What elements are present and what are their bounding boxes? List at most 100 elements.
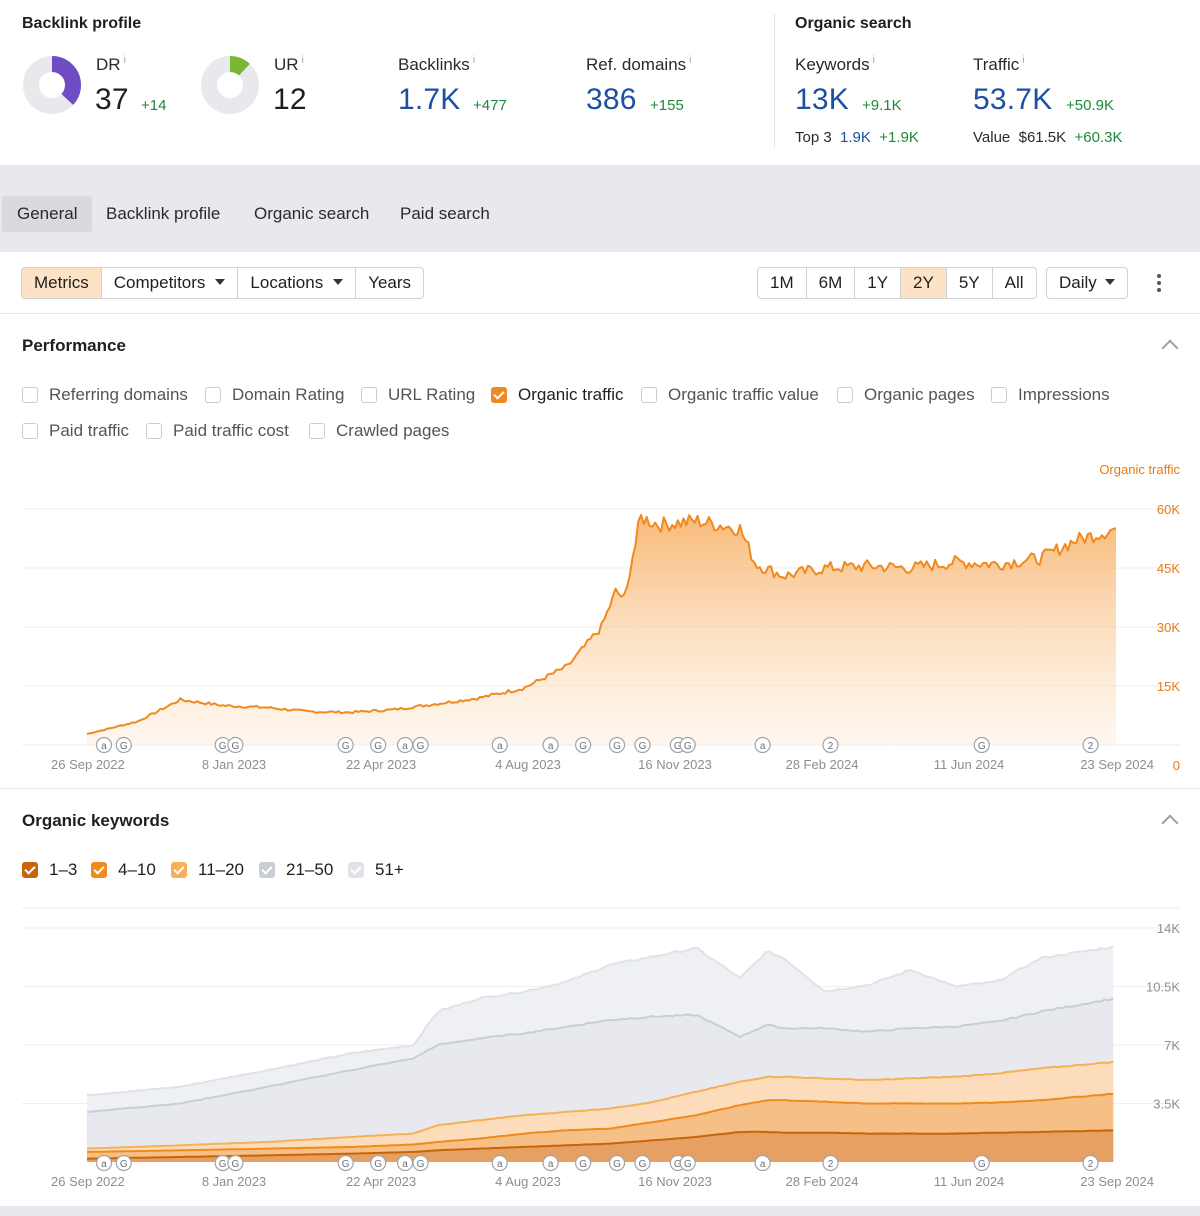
checkbox-checked-icon[interactable] [91, 862, 107, 878]
range-all-button[interactable]: All [1004, 273, 1024, 292]
info-icon[interactable]: i [123, 55, 126, 67]
ref-domains-value[interactable]: 386 [586, 83, 637, 116]
event-marker-icon[interactable]: 2 [1082, 1154, 1099, 1172]
event-marker-icon[interactable]: G [370, 1154, 387, 1172]
keywords-line-11-20[interactable] [86, 1060, 1114, 1150]
checkbox-unchecked-icon[interactable] [205, 387, 221, 403]
locations-dropdown[interactable]: Locations [238, 268, 357, 298]
range-1y-button[interactable]: 1Y [855, 268, 902, 298]
keywords-line-1-3[interactable] [87, 1129, 1114, 1160]
metric-checkbox-organic-traffic[interactable]: Organic traffic [491, 385, 624, 405]
metric-checkbox-paid-traffic[interactable]: Paid traffic [22, 421, 129, 441]
checkbox-unchecked-icon[interactable] [22, 423, 38, 439]
checkbox-checked-icon[interactable] [491, 387, 507, 403]
event-marker-icon[interactable]: G [973, 736, 990, 754]
organic-traffic-line[interactable] [86, 513, 1117, 735]
checkbox-checked-icon[interactable] [259, 862, 275, 878]
chevron-up-icon[interactable] [1161, 814, 1179, 832]
legend-item-11-20[interactable]: 11–20 [171, 860, 244, 880]
years-button[interactable]: Years [368, 273, 412, 292]
metric-checkbox-crawled-pages[interactable]: Crawled pages [309, 421, 449, 441]
keywords-line-21-50[interactable] [86, 997, 1114, 1113]
event-marker-icon[interactable]: G [227, 1154, 244, 1172]
event-marker-icon[interactable]: a [396, 1154, 414, 1172]
info-icon[interactable]: i [301, 55, 304, 67]
event-marker-icon[interactable]: a [95, 1154, 113, 1172]
event-marker-icon[interactable]: a [542, 1154, 559, 1172]
metric-checkbox-organic-pages[interactable]: Organic pages [837, 385, 975, 405]
metric-checkbox-referring-domains[interactable]: Referring domains [22, 385, 188, 405]
traffic-value[interactable]: 53.7K [973, 83, 1053, 116]
event-marker-icon[interactable]: G [575, 1154, 592, 1172]
event-marker-icon[interactable]: G [115, 1154, 132, 1172]
dr-label[interactable]: DR i [96, 55, 126, 74]
range-6m-button[interactable]: 6M [807, 268, 856, 298]
tab-backlink-profile[interactable]: Backlink profile [106, 204, 221, 223]
checkbox-unchecked-icon[interactable] [837, 387, 853, 403]
info-icon[interactable]: i [872, 55, 875, 67]
metric-checkbox-paid-traffic-cost[interactable]: Paid traffic cost [146, 421, 289, 441]
range-2y-button[interactable]: 2Y [901, 268, 947, 298]
event-marker-icon[interactable]: 2 [822, 736, 839, 754]
legend-item-51+[interactable]: 51+ [348, 860, 404, 880]
ref-domains-label[interactable]: Ref. domains i [586, 55, 692, 74]
keywords-label[interactable]: Keywords i [795, 55, 875, 74]
info-icon[interactable]: i [689, 55, 692, 67]
event-marker-icon[interactable]: G [412, 736, 429, 754]
event-marker-icon[interactable]: a [754, 736, 771, 754]
event-marker-icon[interactable]: a [491, 1154, 508, 1172]
checkbox-unchecked-icon[interactable] [309, 423, 325, 439]
ur-label[interactable]: UR i [274, 55, 304, 74]
granularity-value[interactable]: Daily [1047, 268, 1127, 298]
metric-checkbox-impressions[interactable]: Impressions [991, 385, 1110, 405]
event-marker-icon[interactable]: a [542, 736, 559, 754]
event-marker-icon[interactable]: G [679, 736, 696, 754]
checkbox-unchecked-icon[interactable] [22, 387, 38, 403]
event-marker-icon[interactable]: G [634, 1154, 651, 1172]
event-marker-icon[interactable]: a [491, 736, 508, 754]
range-5y-button[interactable]: 5Y [947, 268, 993, 298]
event-marker-icon[interactable]: G [227, 736, 244, 754]
checkbox-checked-icon[interactable] [171, 862, 187, 878]
checkbox-unchecked-icon[interactable] [641, 387, 657, 403]
checkbox-unchecked-icon[interactable] [146, 423, 162, 439]
event-marker-icon[interactable]: G [973, 1154, 990, 1172]
range-1m-button[interactable]: 1M [758, 268, 807, 298]
event-marker-icon[interactable]: G [115, 736, 132, 754]
tab-organic-search[interactable]: Organic search [254, 204, 370, 223]
event-marker-icon[interactable]: G [214, 1154, 231, 1172]
legend-item-4-10[interactable]: 4–10 [91, 860, 156, 880]
event-marker-icon[interactable]: G [337, 736, 354, 754]
chevron-up-icon[interactable] [1161, 339, 1179, 357]
keywords-value[interactable]: 13K [795, 83, 849, 116]
info-icon[interactable]: i [472, 55, 476, 67]
competitors-dropdown[interactable]: Competitors [102, 268, 239, 298]
metric-checkbox-url-rating[interactable]: URL Rating [361, 385, 475, 405]
traffic-label[interactable]: Traffic i [973, 55, 1025, 74]
backlinks-value[interactable]: 1.7K [398, 83, 461, 116]
event-marker-icon[interactable]: 2 [822, 1154, 839, 1172]
event-marker-icon[interactable]: G [608, 736, 626, 754]
metric-checkbox-organic-traffic-value[interactable]: Organic traffic value [641, 385, 819, 405]
event-marker-icon[interactable]: G [575, 736, 592, 754]
event-marker-icon[interactable]: G [370, 736, 387, 754]
checkbox-checked-icon[interactable] [22, 862, 38, 878]
event-marker-icon[interactable]: G [679, 1154, 696, 1172]
event-marker-icon[interactable]: G [608, 1154, 626, 1172]
event-marker-icon[interactable]: 2 [1082, 736, 1099, 754]
legend-item-1-3[interactable]: 1–3 [22, 860, 77, 880]
granularity-dropdown[interactable]: Daily [1046, 267, 1128, 299]
event-marker-icon[interactable]: G [634, 736, 651, 754]
tab-paid-search[interactable]: Paid search [400, 204, 490, 223]
event-marker-icon[interactable]: a [95, 736, 113, 754]
checkbox-unchecked-icon[interactable] [361, 387, 377, 403]
metrics-button[interactable]: Metrics [22, 268, 102, 298]
tab-general[interactable]: General [2, 196, 93, 232]
metric-checkbox-domain-rating[interactable]: Domain Rating [205, 385, 344, 405]
info-icon[interactable]: i [1022, 55, 1025, 67]
top3-value[interactable]: 1.9K [840, 129, 871, 146]
event-marker-icon[interactable]: G [412, 1154, 429, 1172]
checkbox-unchecked-icon[interactable] [991, 387, 1007, 403]
checkbox-checked-icon[interactable] [348, 862, 364, 878]
more-options-icon[interactable] [1153, 274, 1165, 294]
